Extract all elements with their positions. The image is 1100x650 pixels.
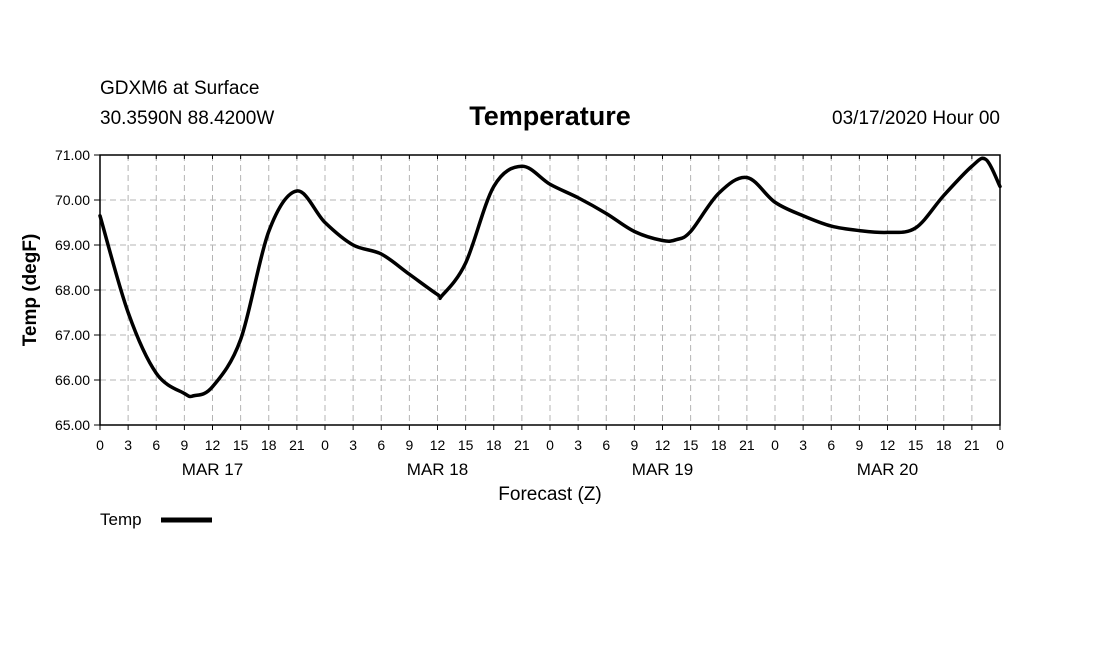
axis-ticks: 65.00 66.00 67.00 68.00 69.00 70.00 71.00 0 3 6 9 1… — [55, 147, 1004, 479]
chart-title: Temperature — [469, 101, 631, 131]
x-axis-label: Forecast (Z) — [498, 484, 601, 505]
y-tick-label: 66.00 — [55, 372, 90, 388]
x-tick-label: 6 — [377, 437, 385, 453]
y-tick-label: 68.00 — [55, 282, 90, 298]
x-tick-label: 21 — [289, 437, 305, 453]
y-tick-label: 71.00 — [55, 147, 90, 163]
x-tick-label: 12 — [655, 437, 671, 453]
x-tick-label: 18 — [936, 437, 952, 453]
x-tick-label: 21 — [964, 437, 980, 453]
legend: Temp — [100, 510, 212, 529]
series-layer — [98, 156, 1002, 399]
x-tick-label: 12 — [880, 437, 896, 453]
y-tick-label: 70.00 — [55, 192, 90, 208]
x-tick-label: 9 — [855, 437, 863, 453]
legend-label: Temp — [100, 510, 142, 529]
x-tick-label: 18 — [711, 437, 727, 453]
x-tick-label: 0 — [546, 437, 554, 453]
x-tick-label: 15 — [683, 437, 699, 453]
x-tick-label: 0 — [771, 437, 779, 453]
x-tick-label: 15 — [908, 437, 924, 453]
x-tick-label: 3 — [574, 437, 582, 453]
y-axis-label: Temp (degF) — [20, 234, 41, 347]
x-tick-label: 0 — [321, 437, 329, 453]
x-tick-label: 12 — [205, 437, 221, 453]
x-tick-label: 15 — [458, 437, 474, 453]
x-tick-label: 21 — [514, 437, 530, 453]
day-label: MAR 20 — [857, 460, 918, 479]
x-tick-label: 9 — [180, 437, 188, 453]
day-label: MAR 18 — [407, 460, 468, 479]
x-tick-label: 3 — [349, 437, 357, 453]
grid-lines — [100, 155, 1000, 425]
datetime-label: 03/17/2020 Hour 00 — [832, 108, 1000, 129]
x-tick-label: 18 — [261, 437, 277, 453]
x-tick-label: 9 — [405, 437, 413, 453]
x-tick-label: 9 — [630, 437, 638, 453]
x-tick-label: 6 — [152, 437, 160, 453]
x-tick-label: 0 — [96, 437, 104, 453]
day-label: MAR 17 — [182, 460, 243, 479]
y-tick-label: 65.00 — [55, 417, 90, 433]
x-tick-label: 12 — [430, 437, 446, 453]
day-label: MAR 19 — [632, 460, 693, 479]
x-tick-label: 3 — [799, 437, 807, 453]
x-tick-label: 15 — [233, 437, 249, 453]
x-tick-label: 6 — [827, 437, 835, 453]
coordinates-label: 30.3590N 88.4200W — [100, 108, 274, 129]
x-tick-label: 0 — [996, 437, 1004, 453]
x-tick-label: 3 — [124, 437, 132, 453]
station-label: GDXM6 at Surface — [100, 78, 259, 99]
x-tick-label: 18 — [486, 437, 502, 453]
y-tick-label: 69.00 — [55, 237, 90, 253]
series-temp-line — [98, 156, 1002, 399]
x-tick-label: 21 — [739, 437, 755, 453]
y-tick-label: 67.00 — [55, 327, 90, 343]
x-tick-label: 6 — [602, 437, 610, 453]
